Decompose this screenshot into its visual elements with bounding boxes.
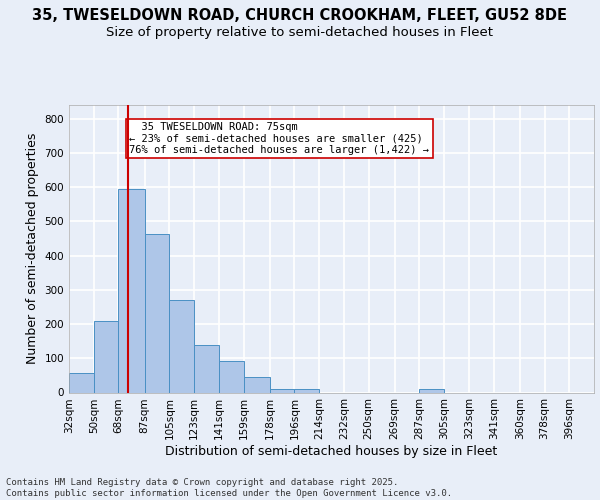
Text: Size of property relative to semi-detached houses in Fleet: Size of property relative to semi-detach…: [107, 26, 493, 39]
Bar: [219, 362, 244, 392]
Text: 35, TWESELDOWN ROAD, CHURCH CROOKHAM, FLEET, GU52 8DE: 35, TWESELDOWN ROAD, CHURCH CROOKHAM, FL…: [32, 8, 568, 22]
Text: 35 TWESELDOWN ROAD: 75sqm
← 23% of semi-detached houses are smaller (425)
76% of: 35 TWESELDOWN ROAD: 75sqm ← 23% of semi-…: [130, 122, 430, 156]
Y-axis label: Number of semi-detached properties: Number of semi-detached properties: [26, 133, 39, 364]
Bar: [69, 373, 94, 392]
Bar: [118, 189, 145, 392]
Bar: [194, 345, 219, 393]
Bar: [269, 389, 295, 392]
Text: Contains HM Land Registry data © Crown copyright and database right 2025.
Contai: Contains HM Land Registry data © Crown c…: [6, 478, 452, 498]
Bar: [244, 378, 269, 392]
Bar: [169, 300, 194, 392]
Bar: [295, 389, 319, 392]
Bar: [145, 234, 169, 392]
X-axis label: Distribution of semi-detached houses by size in Fleet: Distribution of semi-detached houses by …: [166, 445, 497, 458]
Bar: [419, 390, 444, 392]
Bar: [94, 321, 118, 392]
